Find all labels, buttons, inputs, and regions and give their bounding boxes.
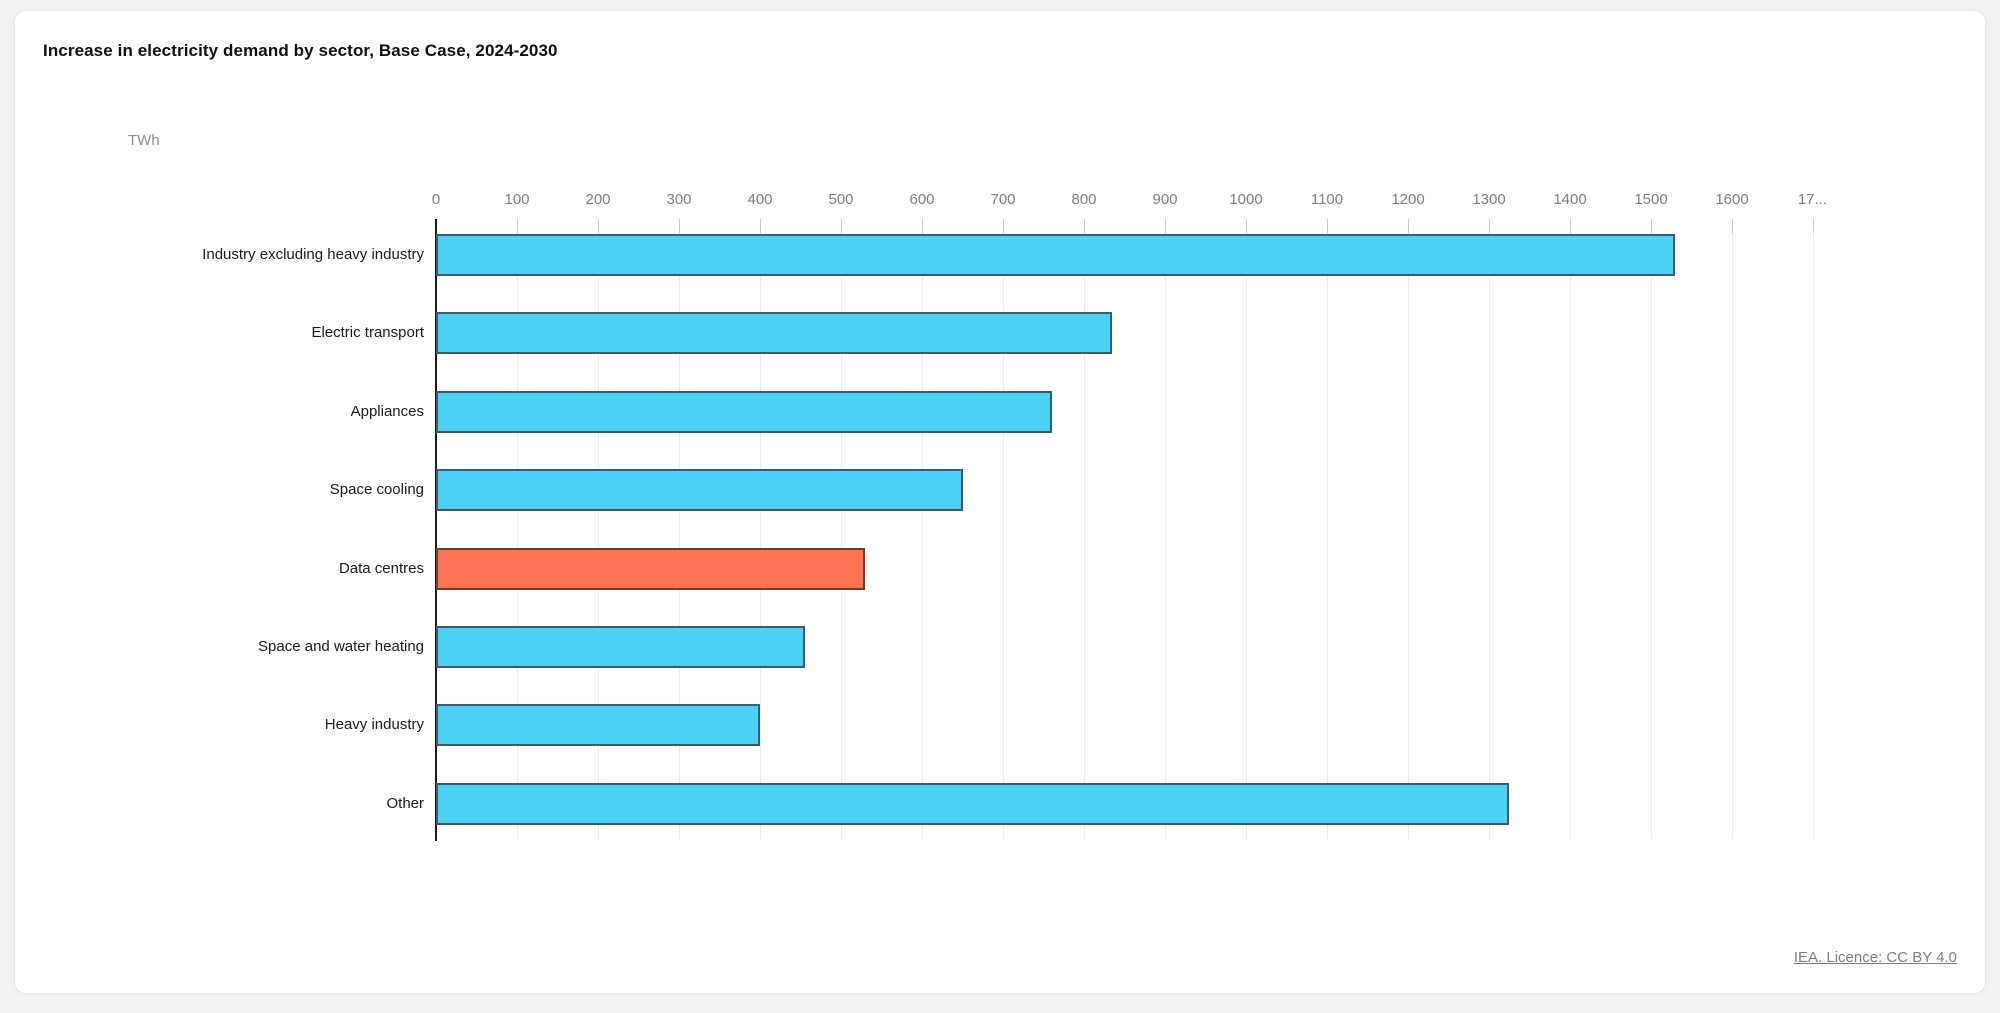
gridline	[679, 219, 680, 839]
gridline	[760, 219, 761, 839]
bar-electric-transport[interactable]	[436, 312, 1112, 354]
category-label-industry-excluding-heavy-industry: Industry excluding heavy industry	[202, 246, 424, 263]
axis-tick	[841, 219, 842, 233]
gridline	[517, 219, 518, 839]
gridline	[1327, 219, 1328, 839]
x-axis-tick-label: 500	[828, 191, 854, 208]
x-axis-tick-label: 400	[747, 191, 773, 208]
axis-tick	[1003, 219, 1004, 233]
gridline	[1084, 219, 1085, 839]
gridline	[1246, 219, 1247, 839]
category-label-space-cooling: Space cooling	[329, 481, 424, 498]
axis-tick	[922, 219, 923, 233]
bar-industry-excluding-heavy-industry[interactable]	[436, 234, 1675, 276]
axis-unit-label: TWh	[128, 132, 160, 149]
x-axis-tick-label: 1600	[1715, 191, 1749, 208]
x-axis-tick-label: 800	[1071, 191, 1097, 208]
category-label-heavy-industry: Heavy industry	[324, 716, 424, 733]
category-label-space-and-water-heating: Space and water heating	[258, 638, 424, 655]
x-axis-tick-label: 1000	[1229, 191, 1263, 208]
x-axis-tick-label: 1300	[1472, 191, 1506, 208]
bar-other[interactable]	[436, 783, 1509, 825]
axis-tick	[1570, 219, 1571, 233]
gridline	[1732, 219, 1733, 839]
source-licence-link[interactable]: IEA. Licence: CC BY 4.0	[1793, 949, 1957, 966]
y-axis-line	[435, 219, 437, 841]
axis-tick	[679, 219, 680, 233]
x-axis-tick-label: 0	[431, 191, 441, 208]
x-axis-tick-label: 1500	[1634, 191, 1668, 208]
axis-tick	[1327, 219, 1328, 233]
axis-tick	[1489, 219, 1490, 233]
plot-area: 0 100 200 300 400 500 600 700 800 900 1000 1100 1200…	[202, 191, 1876, 841]
gridline	[1165, 219, 1166, 839]
gridline	[1651, 219, 1652, 839]
x-axis-tick-label: 200	[585, 191, 611, 208]
bar-data-centres[interactable]	[436, 548, 865, 590]
axis-tick	[1408, 219, 1409, 233]
x-axis-tick-label: 1400	[1553, 191, 1587, 208]
footer: IEA. Licence: CC BY 4.0	[1794, 949, 1957, 966]
x-axis-tick-label: 900	[1152, 191, 1178, 208]
axis-tick	[760, 219, 761, 233]
gridline	[1813, 219, 1814, 839]
axis-tick	[1732, 219, 1733, 233]
chart-title: Increase in electricity demand by sector…	[43, 41, 558, 60]
gridline	[1489, 219, 1490, 839]
category-label-appliances: Appliances	[350, 403, 424, 420]
category-label-electric-transport: Electric transport	[311, 324, 424, 341]
x-axis-tick-label: 1200	[1391, 191, 1425, 208]
category-label-other: Other	[386, 795, 424, 812]
gridline	[598, 219, 599, 839]
x-axis-tick-label: 100	[504, 191, 530, 208]
gridline	[1408, 219, 1409, 839]
axis-tick	[1813, 219, 1814, 233]
axis-tick	[1651, 219, 1652, 233]
x-axis-tick-label: 17...	[1797, 191, 1827, 208]
chart-card: Increase in electricity demand by sector…	[14, 10, 1986, 994]
x-axis-tick-label: 600	[909, 191, 935, 208]
x-axis-tick-label: 700	[990, 191, 1016, 208]
bar-appliances[interactable]	[436, 391, 1052, 433]
gridline	[1570, 219, 1571, 839]
axis-tick	[1084, 219, 1085, 233]
axis-tick	[1165, 219, 1166, 233]
bar-heavy-industry[interactable]	[436, 704, 760, 746]
axis-tick	[517, 219, 518, 233]
gridline	[922, 219, 923, 839]
axis-tick	[1246, 219, 1247, 233]
x-axis-tick-label: 1100	[1310, 191, 1344, 208]
axis-tick	[598, 219, 599, 233]
gridline	[1003, 219, 1004, 839]
category-label-data-centres: Data centres	[338, 560, 424, 577]
bar-space-and-water-heating[interactable]	[436, 626, 805, 668]
bar-space-cooling[interactable]	[436, 469, 963, 511]
gridline	[841, 219, 842, 839]
x-axis-tick-label: 300	[666, 191, 692, 208]
